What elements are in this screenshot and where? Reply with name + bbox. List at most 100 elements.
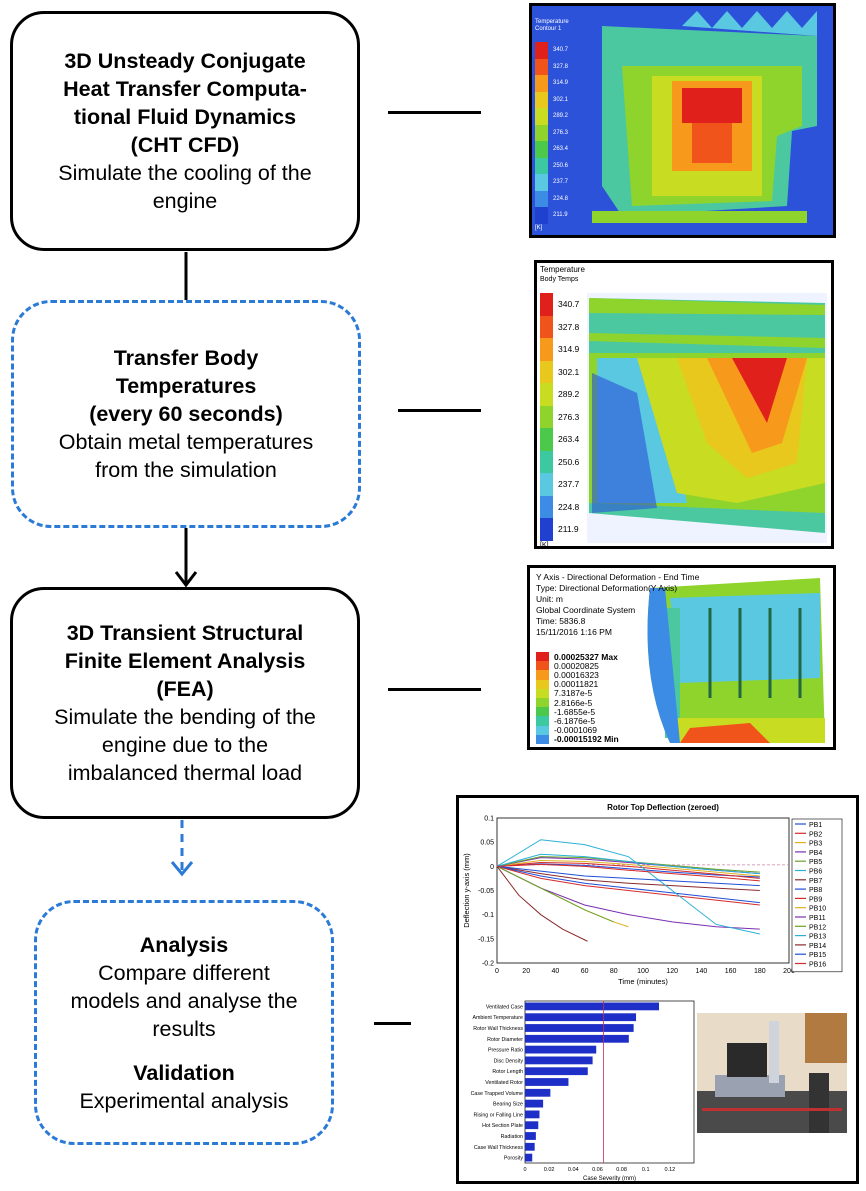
x-tick-label: 100 (637, 968, 649, 975)
x-tick-label: 0 (495, 968, 499, 975)
line-chart-title: Rotor Top Deflection (zeroed) (607, 803, 719, 812)
legend-level: 0.00016323 (536, 669, 619, 680)
transfer-step-box: Transfer Body Temperatures (every 60 sec… (11, 300, 361, 528)
legend-level: 7.3187e-5 (536, 688, 619, 698)
analysis-step-box: Analysis Compare different models and an… (34, 900, 334, 1145)
legend-value: 0.00020825 (554, 660, 599, 671)
legend-swatch (536, 661, 549, 671)
plot-frame (496, 817, 790, 964)
bar-category-label: Rotor Length (492, 1069, 523, 1075)
bar-category-label: Hot Section Plate (482, 1123, 523, 1129)
analysis-desc-line: Compare different (98, 960, 270, 985)
y-tick-label: -0.05 (478, 888, 494, 895)
legend-level: 302.1 (540, 360, 579, 383)
legend-series-name: PB5 (809, 859, 822, 866)
bar (525, 1056, 593, 1065)
legend-level: 2.8166e-5 (536, 698, 619, 708)
legend-value: 250.6 (558, 456, 580, 467)
transfer-title-line: (every 60 seconds) (89, 402, 283, 426)
bar-x-tick-label: 0 (523, 1167, 526, 1173)
fea-desc-line: imbalanced thermal load (67, 761, 303, 785)
bar-x-tick-label: 0.12 (664, 1167, 675, 1173)
connector-transfer (398, 409, 481, 412)
photo-tripod (809, 1073, 829, 1133)
arrow-head-analysis (170, 861, 194, 877)
y-tick-label: 0.05 (480, 840, 494, 847)
series-line (496, 866, 588, 942)
deform-header-line: 15/11/2016 1:16 PM (536, 627, 612, 637)
legend-level: 0.00011821 (536, 679, 619, 689)
legend-swatch (536, 670, 549, 680)
legend-swatch (536, 716, 549, 726)
transfer-desc-line: from the simulation (95, 458, 277, 482)
cfd-desc-line: Simulate the cooling of the (58, 161, 312, 185)
legend-series-name: PB8 (809, 887, 822, 894)
bar-category-label: Rising or Falling Line (474, 1112, 524, 1118)
legend-swatch (535, 75, 548, 92)
legend-swatch (535, 42, 548, 59)
bar-category-label: Rotor Diameter (487, 1037, 523, 1043)
bar (525, 1045, 597, 1054)
legend-swatch (535, 207, 548, 224)
legend-value: 263.4 (558, 434, 580, 445)
cfd-legend-unit: [K] (535, 225, 543, 231)
legend-level: 314.9 (540, 338, 579, 361)
legend-series-name: PB12 (809, 924, 826, 931)
series-line (496, 865, 760, 904)
bar-category-label: Case Trapped Volume (471, 1091, 523, 1097)
x-tick-label: 40 (552, 968, 560, 975)
legend-swatch (540, 428, 553, 451)
legend-level: 250.6 (540, 450, 580, 473)
legend-swatch (540, 383, 553, 406)
series-line (496, 839, 760, 935)
y-tick-label: 0 (490, 864, 494, 871)
deform-header-line: Global Coordinate System (536, 605, 636, 615)
legend-value: 314.9 (553, 80, 569, 87)
connector-analysis (374, 1022, 411, 1025)
legend-value: 263.4 (553, 146, 569, 153)
cfd-title-line: tional Fluid Dynamics (73, 105, 297, 129)
bar-category-label: Ambient Temperature (472, 1015, 523, 1021)
legend-level: 327.8 (540, 315, 579, 338)
legend-value: 211.9 (558, 524, 579, 535)
photo-rig-base (715, 1075, 785, 1097)
legend-series-name: PB1 (809, 822, 822, 829)
y-tick-label: -0.15 (478, 936, 494, 943)
series-line (496, 865, 614, 923)
bar (525, 1088, 551, 1097)
legend-value: 0.00016323 (554, 669, 599, 680)
bar-x-tick-label: 0.06 (592, 1167, 603, 1173)
series-line (496, 860, 760, 877)
cfd-legend-subtitle: Contour 1 (535, 26, 562, 32)
transfer-title-line: Temperatures (115, 374, 257, 398)
photo-rig-column (769, 1021, 779, 1083)
y-tick-label: 0.1 (484, 816, 494, 823)
legend-value: 276.3 (558, 411, 580, 422)
analysis-desc-line: results (152, 1016, 216, 1041)
legend-level: 276.3 (540, 405, 580, 428)
bar-category-label: Case Wall Thickness (474, 1145, 524, 1151)
deformation-panel: Y Axis - Directional Deformation - End T… (527, 565, 836, 750)
bar-category-label: Ventilated Case (486, 1004, 523, 1010)
legend-level: 263.4 (535, 141, 568, 158)
cfd-title-line: 3D Unsteady Conjugate (64, 49, 306, 73)
legend-swatch (536, 725, 549, 735)
photo-rig-motor (727, 1043, 767, 1077)
legend-level: 276.3 (535, 124, 568, 141)
x-tick-label: 120 (666, 968, 678, 975)
legend-series-name: PB7 (809, 878, 822, 885)
connector-cfd (388, 111, 481, 114)
legend-series-name: PB4 (809, 850, 822, 857)
series-line (496, 861, 760, 879)
legend-swatch (535, 157, 548, 174)
cfd-legend-title: Temperature (535, 19, 569, 25)
legend-value: -0.0001069 (554, 725, 598, 736)
legend-swatch (540, 405, 553, 428)
legend-swatch (535, 174, 548, 191)
bar-category-label: Pressure Ratio (488, 1048, 523, 1054)
bar-category-label: Ventilated Rotor (485, 1080, 523, 1086)
legend-series-name: PB6 (809, 869, 822, 876)
series-line (496, 865, 760, 887)
bar-x-tick-label: 0.02 (544, 1167, 555, 1173)
x-tick-label: 160 (725, 968, 737, 975)
